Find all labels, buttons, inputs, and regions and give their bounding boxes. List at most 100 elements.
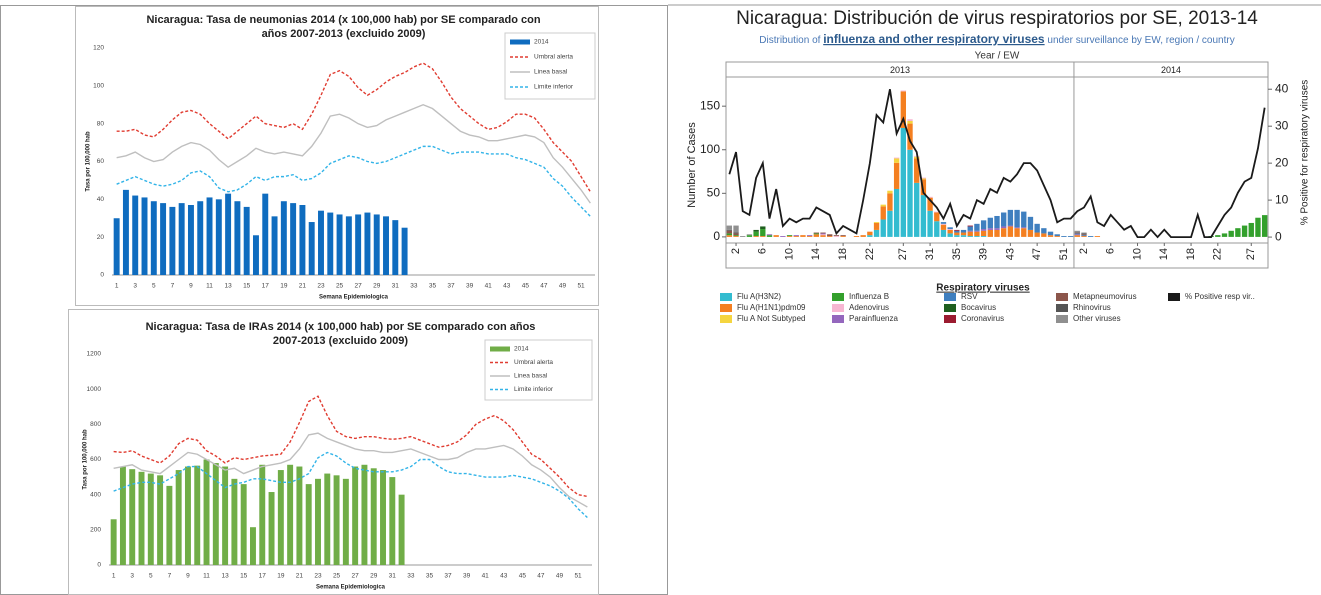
chart-title: años 2007-2013 (excluido 2009) [262, 28, 426, 40]
bar-segment [786, 235, 793, 237]
bar-segment [954, 235, 960, 237]
bar [268, 492, 275, 565]
bar [197, 201, 204, 275]
bar-segment [873, 222, 880, 230]
bar [129, 469, 136, 565]
bar-segment [1081, 232, 1087, 234]
x-tick-label: 10 [783, 248, 795, 260]
bar-segment [1001, 212, 1007, 227]
bar-segment [994, 228, 1000, 230]
legend-label: 2014 [514, 346, 529, 353]
bar-segment [960, 232, 967, 236]
x-tick-label: 47 [540, 283, 548, 290]
legend-swatch [1056, 315, 1068, 323]
x-tick-label: 35 [426, 573, 434, 580]
x-axis-label: Semana Epidemiologica [319, 295, 389, 301]
bar [392, 220, 399, 275]
legend-label: Linea basal [514, 373, 548, 380]
bar-segment [1074, 230, 1080, 233]
bar-segment [893, 162, 900, 189]
x-tick-label: 6 [1105, 248, 1117, 254]
bar [336, 214, 343, 275]
bar-segment [873, 222, 880, 223]
x-tick-label: 27 [352, 573, 360, 580]
x-tick-label: 39 [466, 283, 474, 290]
bar-segment [893, 157, 900, 159]
bar [355, 214, 362, 275]
x-tick-label: 41 [485, 283, 493, 290]
bar-segment [746, 235, 753, 237]
chart-subtitle: Distribution of influenza and other resp… [759, 32, 1234, 46]
x-tick-label: 25 [333, 573, 341, 580]
bar-segment [760, 236, 766, 237]
legend-label: Influenza B [849, 292, 889, 301]
bar-segment [940, 229, 947, 237]
bar-segment [1221, 233, 1228, 237]
bar [308, 222, 315, 275]
bar [380, 470, 386, 565]
x-tick-label: 31 [392, 283, 400, 290]
bar-segment [800, 235, 806, 237]
bar-segment [1094, 236, 1101, 237]
x-tick-label: 37 [444, 573, 452, 580]
bar-segment [1074, 232, 1080, 234]
bar-segment [1074, 233, 1080, 235]
bar-segment [900, 91, 906, 128]
bar [252, 235, 259, 275]
y-axis-label: Tasa por 100,000 hab [83, 429, 89, 490]
bar-segment [726, 229, 733, 231]
x-tick-label: 6 [757, 248, 769, 254]
bar-segment [1027, 229, 1034, 237]
bar [262, 193, 269, 275]
series-line [113, 432, 588, 508]
bar-segment [974, 236, 980, 237]
bar [277, 470, 284, 565]
bar-segment [880, 206, 886, 220]
series-line [113, 395, 588, 498]
bar-segment [994, 215, 1000, 229]
x-tick-label: 51 [574, 573, 582, 580]
bar-segment [987, 229, 993, 237]
bar-segment [1255, 217, 1261, 237]
bar-segment [1235, 228, 1241, 237]
x-tick-label: 25 [336, 283, 344, 290]
bar-segment [1021, 227, 1027, 229]
bar [222, 466, 229, 565]
y-axis-label: Tasa por 100,000 hab [86, 131, 92, 192]
bar [147, 473, 154, 565]
legend-label: Coronavirus [961, 314, 1004, 323]
legend-label: Linea basal [534, 69, 568, 76]
legend-label: Flu A(H3N2) [737, 292, 781, 301]
bar-segment [760, 226, 766, 230]
bar [287, 464, 294, 565]
legend-swatch [832, 293, 844, 301]
y2-tick-label: 0 [1275, 229, 1282, 243]
bar-segment [1054, 236, 1060, 237]
y2-axis-label: % Positive for respiratory viruses [1300, 80, 1311, 226]
bar [175, 470, 182, 565]
bar [166, 485, 173, 565]
bar-segment [1001, 228, 1007, 237]
x-tick-label: 33 [407, 573, 415, 580]
bar-segment [733, 235, 739, 237]
x-tick-label: 29 [373, 283, 381, 290]
subtitle-link[interactable]: influenza and other respiratory viruses [823, 32, 1045, 46]
bar-segment [827, 236, 833, 237]
bar-segment [954, 232, 960, 236]
series-line [113, 451, 588, 519]
bar-segment [934, 211, 940, 213]
bar-segment [967, 231, 973, 237]
legend-swatch [720, 304, 732, 312]
legend-label: Limite inferior [514, 386, 554, 393]
chart-title: Nicaragua: Tasa de IRAs 2014 (x 100,000 … [146, 321, 536, 333]
bar-segment [1007, 209, 1014, 226]
legend-label: Umbral alerta [534, 54, 573, 61]
bar-segment [726, 235, 733, 237]
bar-segment [967, 225, 973, 227]
bar [290, 203, 297, 275]
x-tick-label: 23 [314, 573, 322, 580]
bar-segment [733, 236, 739, 237]
x-tick-label: 27 [355, 283, 363, 290]
bar-segment [920, 178, 927, 180]
bar [299, 205, 306, 275]
